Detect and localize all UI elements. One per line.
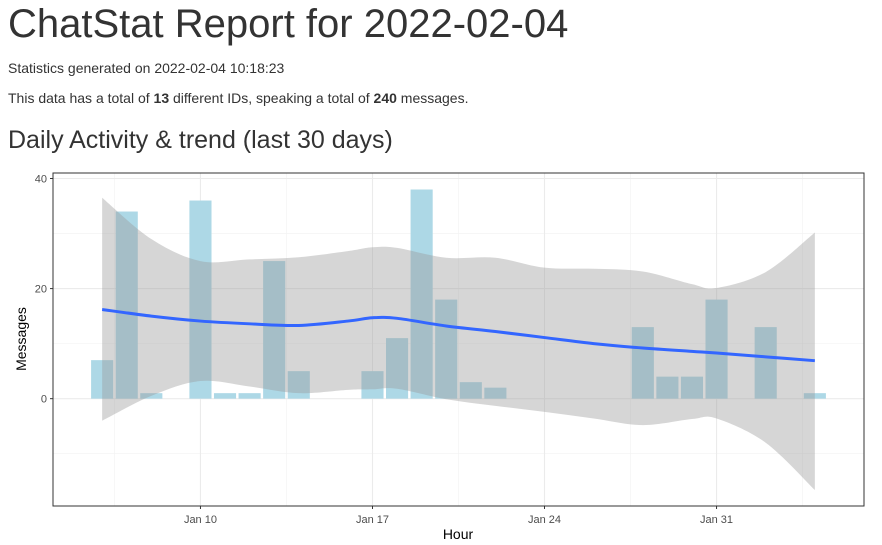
bar [361, 371, 384, 399]
bar [656, 376, 679, 399]
id-count: 13 [153, 90, 170, 106]
bar [484, 387, 507, 399]
bar [238, 393, 261, 399]
bars [91, 189, 826, 399]
generated-prefix: Statistics generated on [8, 60, 155, 76]
page-title: ChatStat Report for 2022-02-04 [8, 2, 569, 46]
x-axis-label: Hour [443, 526, 474, 542]
generated-text: Statistics generated on 2022-02-04 10:18… [8, 60, 284, 76]
trend-line [101, 308, 815, 363]
bar [91, 360, 114, 399]
x-tick-label: Jan 10 [184, 514, 217, 526]
section-title: Daily Activity & trend (last 30 days) [8, 126, 393, 154]
y-axis-label: Messages [13, 307, 29, 371]
bar [705, 299, 728, 399]
summary-text: This data has a total of 13 different ID… [8, 90, 468, 106]
bar [189, 200, 212, 399]
bar [263, 261, 286, 399]
bar [115, 211, 138, 399]
bar [140, 393, 163, 399]
bar [680, 376, 704, 399]
x-tick-label: Jan 24 [528, 514, 561, 526]
x-tick-label: Jan 17 [356, 514, 389, 526]
bar [287, 371, 310, 399]
y-tick-label: 20 [35, 284, 47, 296]
panel-border [52, 172, 865, 507]
bar [410, 189, 433, 399]
ticks: 0 20 40 Jan 10 Jan 17 Jan 24 Jan 31 [35, 174, 733, 526]
generated-timestamp: 2022-02-04 10:18:23 [154, 60, 285, 76]
bar [213, 393, 237, 399]
summary-t1: This data has a total of [8, 90, 154, 106]
x-tick-label: Jan 31 [700, 514, 733, 526]
bar [386, 338, 409, 399]
bar [631, 327, 654, 399]
y-tick-label: 40 [35, 174, 47, 186]
bar [803, 393, 826, 399]
grid [53, 173, 864, 506]
y-tick-label: 0 [41, 394, 47, 406]
bar [459, 382, 482, 399]
daily-activity-chart: 0 20 40 Jan 10 Jan 17 Jan 24 Jan 31 Hour Messa… [13, 172, 865, 542]
summary-t2: different IDs, speaking a total of [169, 90, 374, 106]
message-count: 240 [373, 90, 397, 106]
summary-t3: messages. [396, 90, 469, 106]
bar [754, 327, 777, 399]
confidence-band [102, 197, 815, 491]
